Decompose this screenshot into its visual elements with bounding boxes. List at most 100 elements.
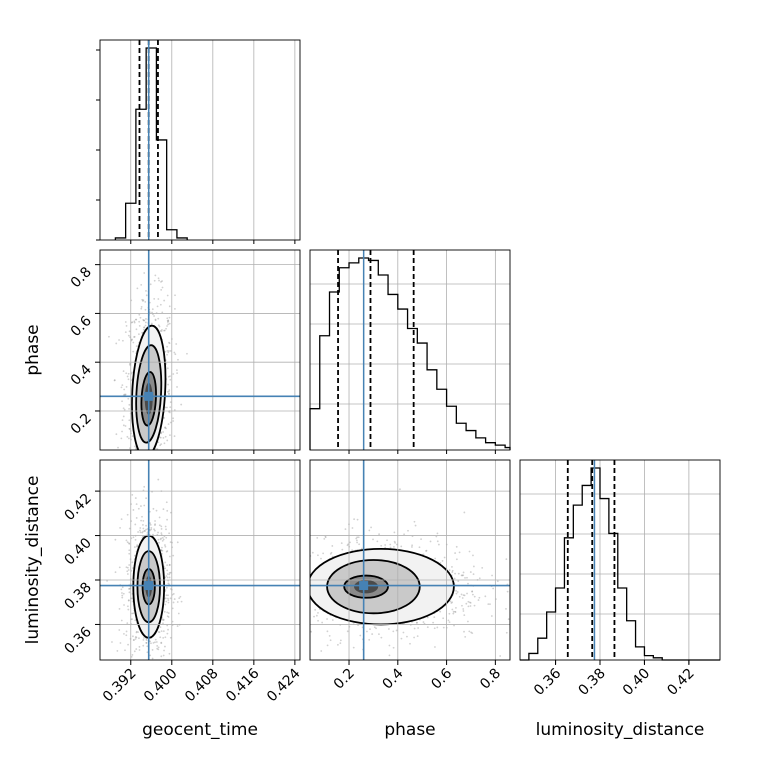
sample-point — [124, 393, 127, 396]
sample-point — [505, 631, 508, 634]
sample-point — [162, 538, 165, 541]
sample-point — [283, 634, 285, 636]
sample-point — [275, 489, 277, 491]
sample-point — [142, 319, 145, 322]
sample-point — [152, 660, 154, 662]
sample-point — [133, 320, 136, 323]
sample-point — [385, 669, 387, 671]
sample-point — [119, 642, 122, 644]
sample-point — [144, 300, 147, 303]
sample-point — [451, 566, 453, 568]
sample-point — [180, 403, 183, 406]
sample-point — [130, 339, 133, 341]
sample-point — [124, 425, 127, 427]
sample-point — [463, 614, 466, 617]
sample-point — [145, 524, 147, 527]
sample-point — [145, 497, 148, 500]
sample-point — [161, 539, 164, 542]
sample-point — [324, 536, 327, 539]
sample-point — [368, 529, 371, 532]
sample-point — [118, 629, 121, 631]
sample-point — [150, 482, 152, 484]
sample-point — [167, 628, 169, 631]
sample-point — [472, 554, 474, 557]
sample-point — [133, 546, 136, 548]
sample-point — [125, 325, 128, 327]
sample-point — [131, 654, 134, 656]
sample-point — [136, 666, 138, 668]
sample-point — [142, 527, 145, 530]
sample-point — [168, 341, 170, 344]
sample-point — [156, 645, 159, 647]
sample-point — [157, 476, 159, 478]
sample-point — [158, 456, 160, 458]
sample-point — [142, 479, 144, 481]
sample-point — [133, 451, 135, 453]
sample-point — [118, 566, 121, 569]
sample-point — [453, 577, 456, 580]
sample-point — [409, 642, 411, 645]
sample-point — [142, 644, 145, 647]
sample-point — [122, 415, 125, 418]
sample-point — [163, 567, 166, 570]
sample-point — [166, 518, 168, 521]
sample-point — [138, 662, 140, 664]
sample-point — [169, 406, 172, 409]
sample-point — [159, 475, 161, 477]
sample-point — [128, 403, 131, 406]
sample-point — [395, 629, 398, 632]
sample-point — [370, 526, 372, 529]
sample-point — [274, 583, 276, 585]
sample-point — [448, 569, 451, 572]
sample-point — [168, 564, 171, 566]
sample-point — [135, 630, 138, 633]
sample-point — [154, 524, 156, 526]
sample-point — [316, 537, 319, 539]
sample-point — [406, 635, 408, 638]
sample-point — [162, 619, 165, 622]
sample-point — [139, 531, 142, 534]
sample-point — [202, 529, 204, 531]
sample-point — [146, 505, 148, 507]
sample-point — [303, 583, 305, 585]
sample-point — [463, 511, 466, 514]
sample-point — [157, 441, 160, 444]
sample-point — [132, 536, 135, 539]
sample-point — [388, 628, 390, 630]
sample-point — [151, 461, 153, 463]
sample-point — [174, 353, 177, 356]
x-axis-label-luminosity_distance: luminosity_distance — [536, 720, 705, 740]
sample-point — [138, 320, 141, 323]
sample-point — [149, 654, 152, 657]
sample-point — [142, 673, 144, 675]
sample-point — [106, 579, 108, 582]
sample-point — [441, 560, 444, 562]
sample-point — [156, 448, 159, 450]
sample-point — [166, 576, 169, 579]
sample-point — [147, 673, 149, 675]
y-tick-label: 0.2 — [68, 410, 95, 437]
sample-point — [159, 636, 162, 639]
sample-point — [136, 544, 139, 547]
y-tick-label: 0.38 — [61, 580, 94, 613]
sample-point — [128, 457, 130, 459]
sample-point — [157, 646, 160, 649]
sample-point — [160, 655, 163, 658]
sample-point — [164, 645, 166, 648]
sample-point — [307, 579, 309, 581]
sample-point — [133, 650, 136, 653]
sample-point — [165, 327, 167, 330]
sample-point — [469, 601, 472, 604]
sample-point — [149, 668, 151, 670]
sample-point — [455, 558, 458, 561]
sample-point — [128, 428, 131, 430]
sample-point — [154, 520, 156, 522]
sample-point — [413, 520, 416, 523]
sample-point — [145, 637, 148, 640]
x-tick-label: 0.2 — [331, 666, 358, 693]
sample-point — [138, 645, 141, 648]
sample-point — [122, 592, 125, 595]
sample-point — [286, 550, 288, 552]
sample-point — [150, 668, 152, 670]
sample-point — [413, 627, 416, 630]
